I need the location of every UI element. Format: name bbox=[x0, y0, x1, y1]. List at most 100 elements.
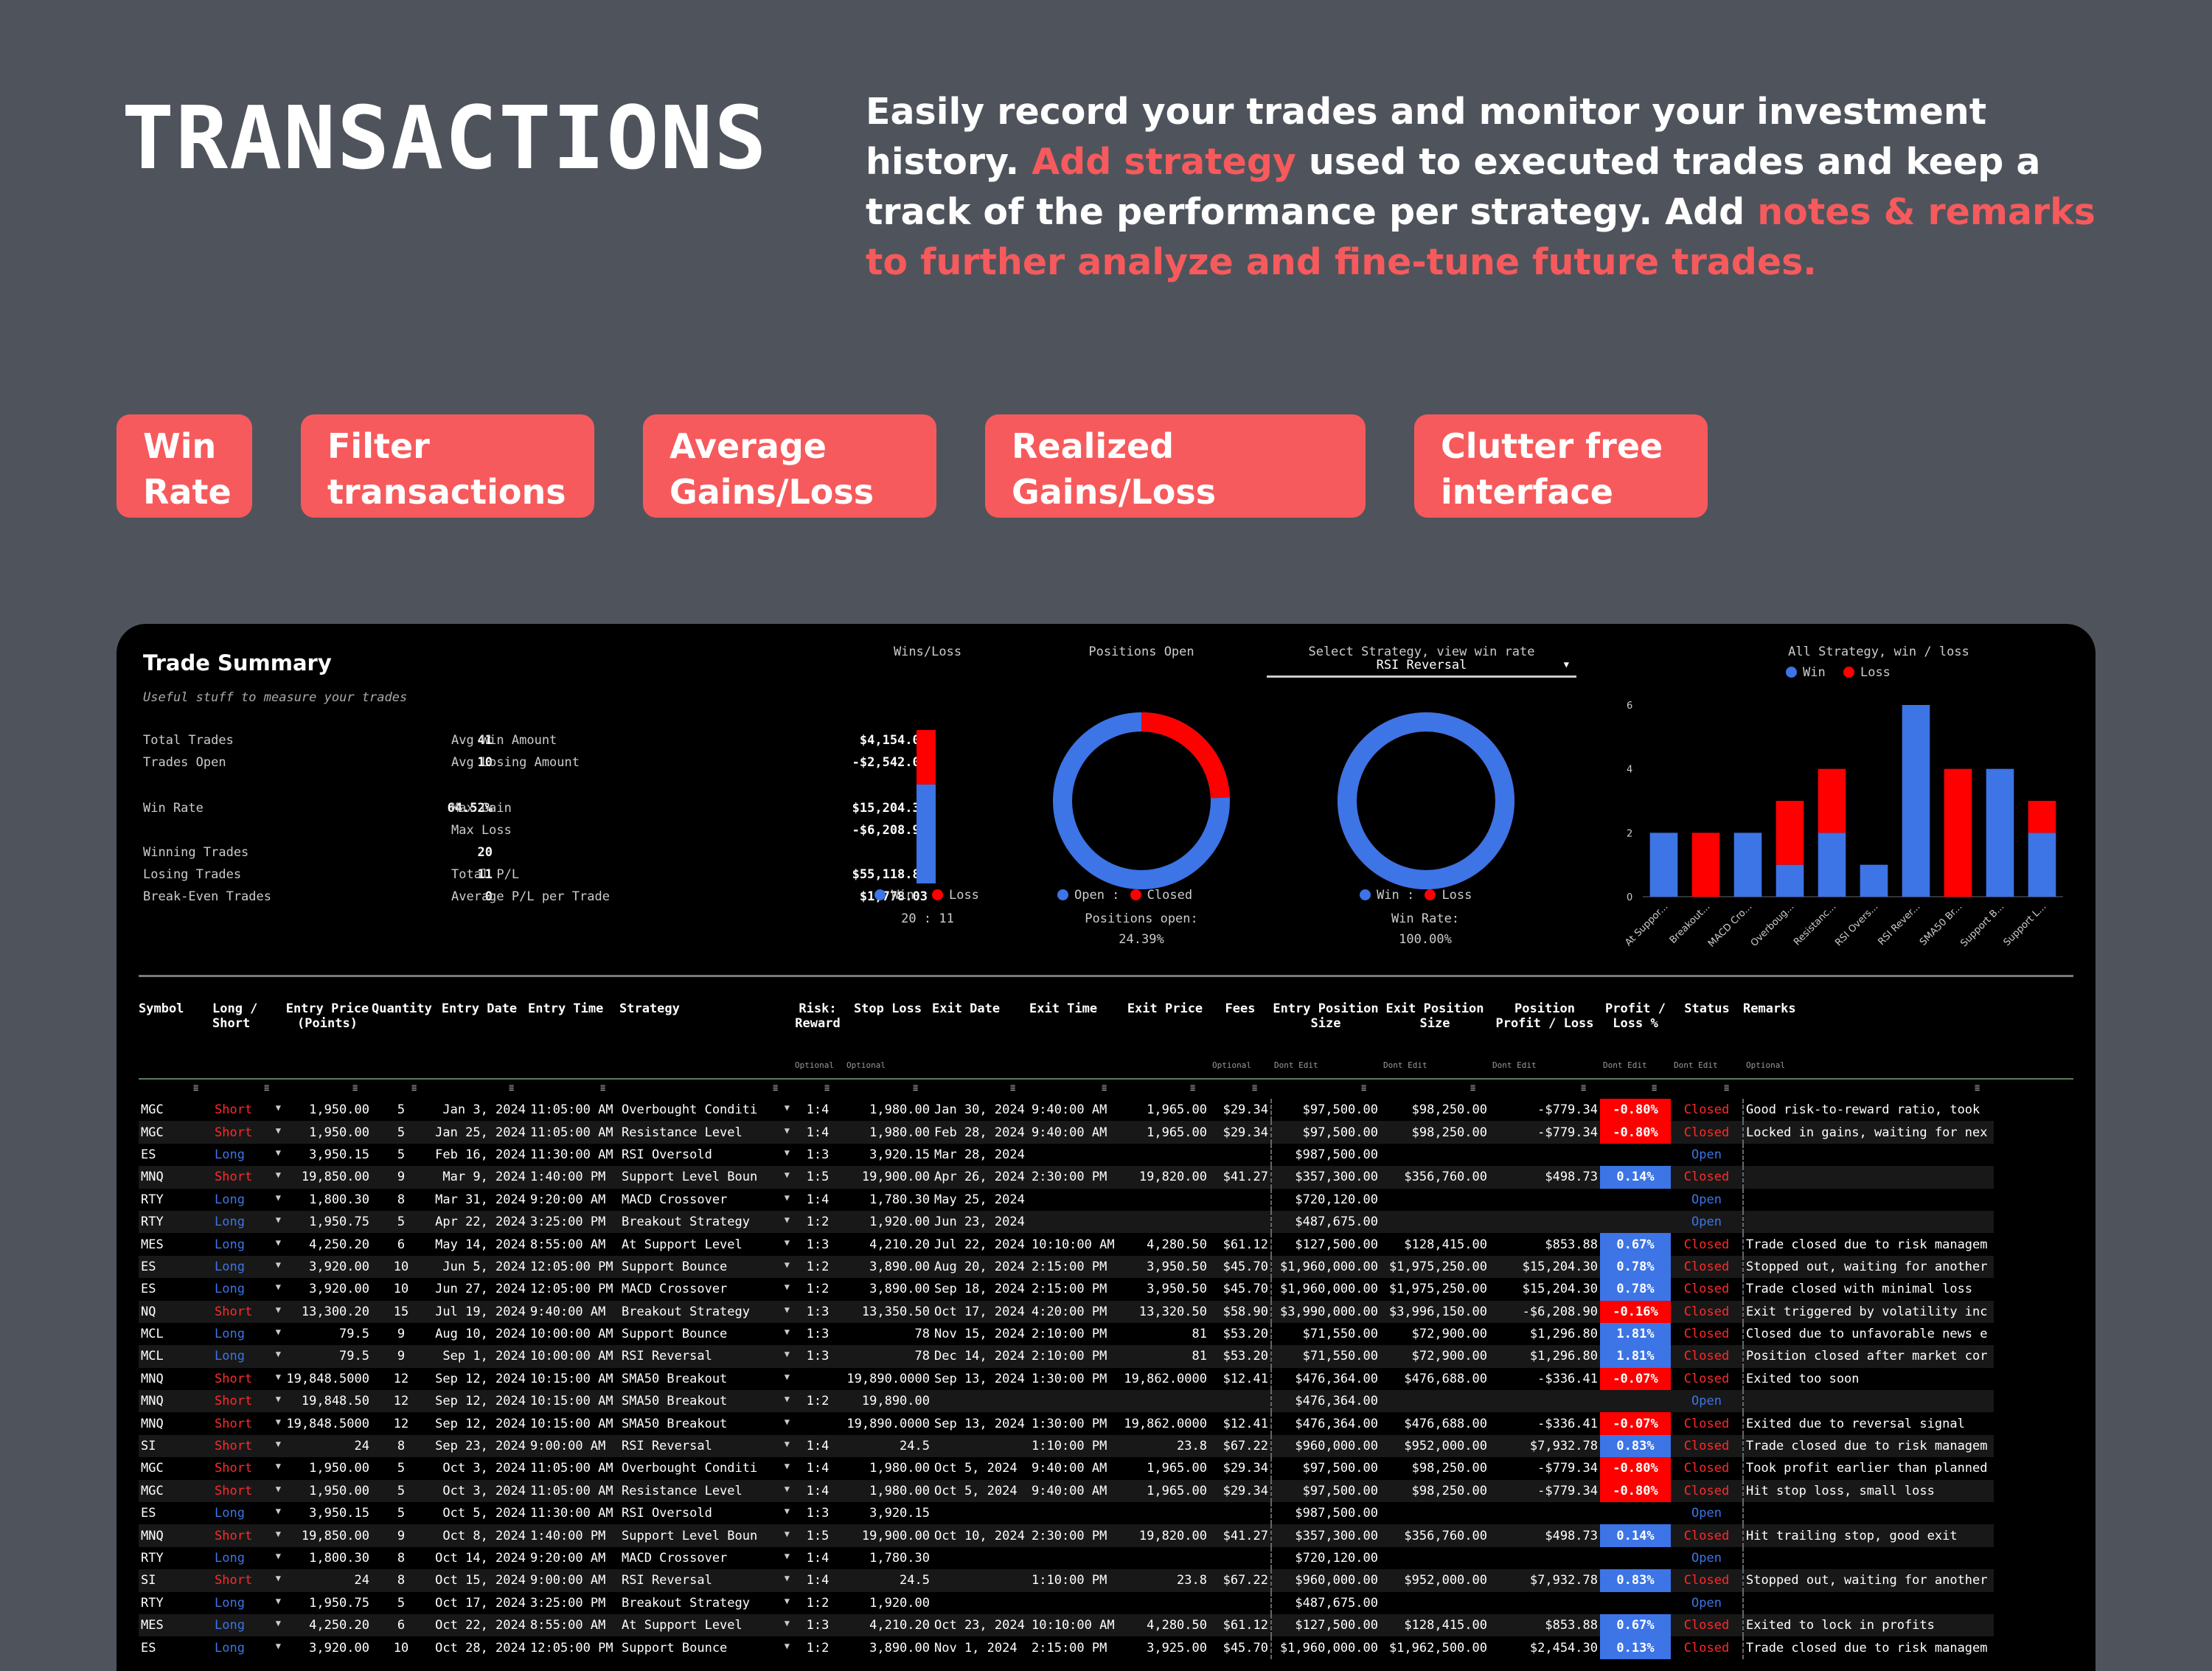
table-cell[interactable]: 11:05:00 AM bbox=[530, 1102, 613, 1118]
table-cell[interactable]: 10:10:00 AM bbox=[1032, 1237, 1115, 1252]
table-cell[interactable]: 5 bbox=[397, 1102, 406, 1118]
table-cell[interactable]: $45.70 bbox=[1209, 1278, 1272, 1301]
chevron-down-icon[interactable]: ▼ bbox=[784, 1327, 790, 1338]
table-cell[interactable] bbox=[932, 1502, 1029, 1524]
table-cell[interactable]: Oct 15, 2024 bbox=[431, 1569, 528, 1592]
profit-loss-percent[interactable] bbox=[1600, 1210, 1671, 1234]
profit-loss-percent[interactable]: -0.80% bbox=[1600, 1099, 1671, 1122]
table-cell[interactable] bbox=[792, 1368, 844, 1390]
table-cell[interactable] bbox=[1121, 1592, 1209, 1614]
strategy-select[interactable]: Support Bounce ▼ bbox=[619, 1636, 792, 1658]
table-cell[interactable]: MGC bbox=[139, 1121, 212, 1144]
table-row[interactable]: RTY Long ▼ 1,950.75 5 Apr 22, 2024 3:25:00 PM B… bbox=[139, 1210, 1994, 1234]
table-cell[interactable]: $487,675.00 bbox=[1271, 1210, 1380, 1234]
table-cell[interactable]: 15 bbox=[372, 1300, 431, 1323]
status-badge[interactable]: Open bbox=[1671, 1143, 1744, 1167]
table-cell[interactable]: Jun 5, 2024 bbox=[431, 1255, 528, 1279]
table-row[interactable]: ES Long ▼ 3,920.00 10 Jun 5, 2024 12:05:00 PM S… bbox=[139, 1255, 1994, 1279]
status-badge[interactable]: Closed bbox=[1671, 1345, 1744, 1368]
profit-loss-percent[interactable] bbox=[1600, 1189, 1671, 1211]
table-cell[interactable]: 9:20:00 AM bbox=[530, 1192, 606, 1207]
chevron-down-icon[interactable]: ▼ bbox=[784, 1304, 790, 1315]
table-cell[interactable]: Apr 22, 2024 bbox=[431, 1210, 528, 1234]
table-cell[interactable]: 1,780.30 bbox=[869, 1551, 930, 1566]
table-cell[interactable]: 1,950.75 bbox=[309, 1595, 369, 1611]
table-cell[interactable]: 19,848.5000 bbox=[286, 1416, 369, 1431]
table-cell[interactable]: $71,550.00 bbox=[1271, 1345, 1380, 1368]
column-header[interactable]: Quantity bbox=[372, 1001, 432, 1016]
table-cell[interactable]: 19,820.00 bbox=[1121, 1166, 1209, 1189]
column-header[interactable]: Stop Loss bbox=[853, 1001, 922, 1016]
long-short-select[interactable]: Short ▼ bbox=[212, 1479, 283, 1503]
table-cell[interactable]: 1:3 bbox=[806, 1327, 830, 1342]
table-cell[interactable]: May 14, 2024 bbox=[435, 1237, 526, 1252]
chevron-down-icon[interactable]: ▼ bbox=[275, 1102, 281, 1114]
column-header[interactable]: Exit Price bbox=[1127, 1001, 1203, 1016]
table-cell[interactable]: $476,688.00 bbox=[1404, 1371, 1487, 1386]
table-cell[interactable]: 12:05:00 PM bbox=[528, 1255, 619, 1279]
table-cell[interactable]: Mar 9, 2024 bbox=[431, 1166, 528, 1189]
long-short-select[interactable]: Long ▼ bbox=[212, 1210, 283, 1234]
table-cell[interactable]: $67.22 bbox=[1209, 1569, 1272, 1592]
table-cell[interactable]: 8 bbox=[372, 1569, 431, 1592]
table-cell[interactable]: 1:30:00 PM bbox=[1032, 1371, 1107, 1386]
table-cell[interactable]: 5 bbox=[372, 1121, 431, 1144]
table-cell[interactable]: 8 bbox=[397, 1192, 406, 1207]
table-cell[interactable]: 23.8 bbox=[1121, 1434, 1209, 1458]
table-cell[interactable]: 6 bbox=[372, 1613, 431, 1637]
table-row[interactable]: ES Long ▼ 3,920.00 10 Oct 28, 2024 12:05:00 PM… bbox=[139, 1636, 1994, 1659]
table-cell[interactable] bbox=[1380, 1547, 1489, 1569]
table-cell[interactable]: 9:00:00 AM bbox=[528, 1434, 619, 1458]
table-cell[interactable]: Exit triggered by volatility inc bbox=[1743, 1300, 1994, 1323]
table-cell[interactable]: 1:3 bbox=[806, 1506, 830, 1521]
table-cell[interactable] bbox=[1029, 1189, 1121, 1211]
table-cell[interactable]: Nov 15, 2024 bbox=[934, 1327, 1025, 1342]
chevron-down-icon[interactable]: ▼ bbox=[784, 1215, 790, 1226]
strategy-select[interactable]: SMA50 Breakout ▼ bbox=[619, 1368, 792, 1390]
table-cell[interactable]: 1:2 bbox=[806, 1640, 830, 1656]
table-cell[interactable]: Jun 23, 2024 bbox=[932, 1210, 1029, 1234]
table-cell[interactable]: MNQ bbox=[139, 1390, 212, 1413]
table-cell[interactable]: 1,920.00 bbox=[869, 1595, 930, 1611]
table-cell[interactable]: 3:25:00 PM bbox=[528, 1210, 619, 1234]
chevron-down-icon[interactable]: ▼ bbox=[275, 1439, 281, 1450]
table-cell[interactable]: Oct 5, 2024 bbox=[934, 1461, 1018, 1476]
table-row[interactable]: MNQ Short ▼ 19,848.5000 12 Sep 12, 2024 10:15:… bbox=[139, 1412, 1994, 1435]
status-badge[interactable]: Closed bbox=[1671, 1457, 1744, 1480]
profit-loss-percent[interactable]: -0.80% bbox=[1600, 1479, 1671, 1503]
table-cell[interactable]: 1:40:00 PM bbox=[528, 1524, 619, 1547]
filter-icon[interactable]: ≣ bbox=[824, 1083, 830, 1093]
strategy-select[interactable]: RSI Reversal ▼ bbox=[1267, 658, 1576, 678]
table-cell[interactable] bbox=[1121, 1144, 1209, 1166]
table-cell[interactable]: Exited to lock in profits bbox=[1743, 1613, 1994, 1637]
profit-loss-percent[interactable]: 0.67% bbox=[1600, 1613, 1671, 1637]
long-short-select[interactable]: Short ▼ bbox=[212, 1121, 283, 1144]
table-cell[interactable]: Position closed after market cor bbox=[1743, 1345, 1994, 1368]
profit-loss-percent[interactable]: -0.07% bbox=[1600, 1412, 1671, 1435]
table-cell[interactable]: $45.70 bbox=[1209, 1255, 1272, 1279]
chevron-down-icon[interactable]: ▼ bbox=[275, 1528, 281, 1539]
chevron-down-icon[interactable]: ▼ bbox=[784, 1506, 790, 1517]
column-header[interactable]: Entry Time bbox=[528, 1001, 604, 1016]
table-cell[interactable]: $3,996,150.00 bbox=[1380, 1300, 1489, 1323]
table-cell[interactable] bbox=[1743, 1592, 1994, 1614]
table-cell[interactable] bbox=[932, 1434, 1029, 1458]
table-cell[interactable]: 79.5 bbox=[339, 1327, 369, 1342]
table-cell[interactable]: $720,120.00 bbox=[1295, 1551, 1378, 1566]
profit-loss-percent[interactable] bbox=[1600, 1592, 1671, 1614]
table-cell[interactable]: SI bbox=[139, 1569, 212, 1592]
table-cell[interactable]: $15,204.30 bbox=[1522, 1282, 1598, 1297]
table-cell[interactable]: $7,932.78 bbox=[1489, 1569, 1600, 1592]
table-cell[interactable]: 1:4 bbox=[806, 1461, 830, 1476]
profit-loss-percent[interactable]: 0.67% bbox=[1600, 1233, 1671, 1256]
column-header[interactable]: Remarks bbox=[1743, 1001, 1796, 1016]
table-cell[interactable]: Mar 28, 2024 bbox=[934, 1147, 1025, 1162]
table-cell[interactable]: 5 bbox=[397, 1461, 406, 1476]
table-cell[interactable]: $2,454.30 bbox=[1529, 1640, 1598, 1656]
table-cell[interactable] bbox=[792, 1412, 844, 1434]
table-cell[interactable] bbox=[1743, 1390, 1994, 1413]
strategy-select[interactable]: At Support Level ▼ bbox=[619, 1233, 792, 1255]
profit-loss-percent[interactable]: 1.81% bbox=[1600, 1345, 1671, 1368]
table-cell[interactable]: 1,950.75 bbox=[283, 1210, 372, 1234]
table-cell[interactable]: MCL bbox=[139, 1345, 212, 1368]
